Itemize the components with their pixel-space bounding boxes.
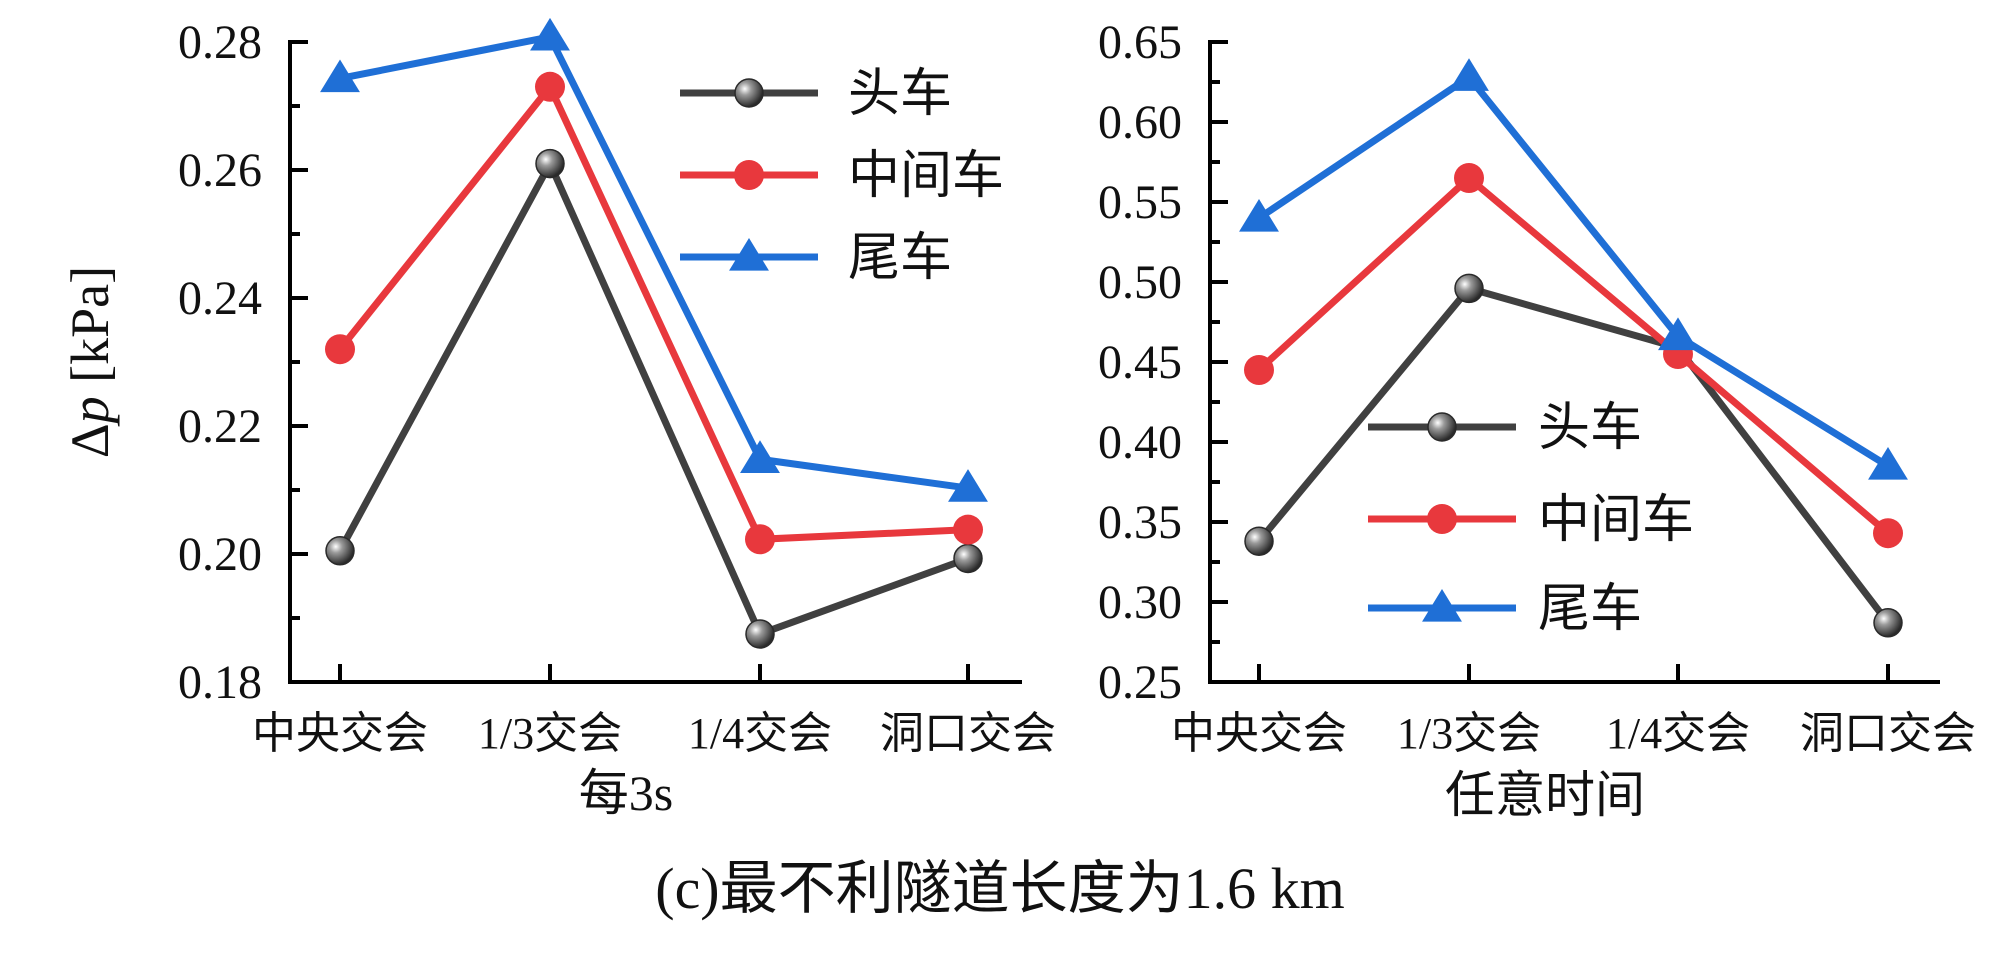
data-point	[1873, 608, 1903, 638]
data-point	[1244, 526, 1274, 556]
x-axis-label: 任意时间	[1445, 767, 1645, 823]
legend-label: 头车	[848, 66, 952, 123]
x-category-label: 1/3交会	[478, 709, 622, 758]
legend-label: 中间车	[1538, 492, 1694, 549]
y-tick-label: 0.26	[178, 144, 262, 197]
data-point	[535, 71, 565, 102]
series-line	[339, 33, 969, 492]
data-point	[530, 17, 570, 51]
legend-marker	[1422, 589, 1462, 622]
figure-caption: (c)最不利隧道长度为1.6 km	[655, 856, 1345, 921]
data-point	[1454, 163, 1484, 193]
legend-label: 尾车	[1538, 581, 1642, 638]
series-line	[1256, 284, 1891, 625]
x-category-label: 洞口交会	[1800, 709, 1976, 758]
legend-marker	[729, 238, 769, 271]
data-point	[320, 59, 360, 93]
data-point	[953, 543, 983, 574]
y-axis-label: Δp [kPa]	[60, 266, 120, 458]
chart-panel-2: 0.25 0.30 0.35 0.40 0.45 0.50 0.55 0.60 0.65 中央交会…	[1098, 16, 1976, 823]
y-tick-label: 0.18	[178, 656, 262, 709]
x-category-label: 1/4交会	[1606, 709, 1750, 758]
x-category-label: 洞口交会	[880, 709, 1056, 758]
data-point	[1658, 317, 1698, 351]
data-point	[1868, 447, 1908, 480]
y-tick-label: 0.35	[1098, 496, 1182, 549]
x-category-label: 1/4交会	[688, 709, 832, 758]
data-point	[535, 148, 565, 179]
y-tick-label: 0.25	[1098, 656, 1182, 709]
data-point	[1244, 355, 1274, 385]
y-tick-label: 0.24	[178, 272, 262, 325]
chart-panel-1: 0.18 0.20 0.22 0.24 0.26 0.28 中央交会 1/3交会 1/4交会 洞口…	[60, 16, 1056, 821]
data-point	[740, 440, 780, 473]
legend-marker	[1427, 504, 1457, 534]
y-tick-label: 0.20	[178, 528, 262, 581]
series-line	[337, 83, 969, 543]
data-point	[948, 469, 988, 502]
y-tick-label: 0.55	[1098, 176, 1182, 229]
data-point	[745, 524, 775, 555]
data-point	[325, 334, 355, 365]
data-point	[745, 619, 775, 649]
legend-marker	[1427, 412, 1457, 442]
data-point	[1449, 58, 1489, 91]
y-tick-label: 0.30	[1098, 576, 1182, 629]
y-tick-label: 0.65	[1098, 16, 1182, 69]
x-category-label: 中央交会	[252, 709, 428, 758]
data-point	[953, 514, 983, 545]
y-tick-label: 0.60	[1098, 96, 1182, 149]
data-point	[325, 536, 355, 566]
legend-label: 中间车	[848, 148, 1004, 205]
y-tick-label: 0.40	[1098, 416, 1182, 469]
y-tick-label: 0.45	[1098, 336, 1182, 389]
series-line	[1256, 174, 1891, 536]
x-category-label: 1/3交会	[1397, 709, 1541, 758]
legend-label: 尾车	[848, 230, 952, 287]
data-point	[1873, 518, 1903, 549]
series-2	[1244, 163, 1903, 549]
series-line	[1257, 73, 1890, 469]
series-1	[325, 148, 983, 649]
x-axis-label: 每3s	[579, 765, 673, 821]
y-tick-label: 0.50	[1098, 256, 1182, 309]
series-line	[336, 160, 970, 638]
x-category-label: 中央交会	[1171, 709, 1347, 758]
y-tick-label: 0.28	[178, 16, 262, 69]
data-point	[1454, 273, 1484, 304]
legend-marker	[734, 160, 764, 190]
legend-label: 头车	[1538, 400, 1642, 457]
legend-marker	[734, 78, 764, 108]
series-3	[320, 17, 988, 502]
series-2	[325, 71, 983, 555]
y-tick-label: 0.22	[178, 400, 262, 453]
series-3	[1239, 58, 1908, 480]
data-point	[1239, 199, 1279, 232]
